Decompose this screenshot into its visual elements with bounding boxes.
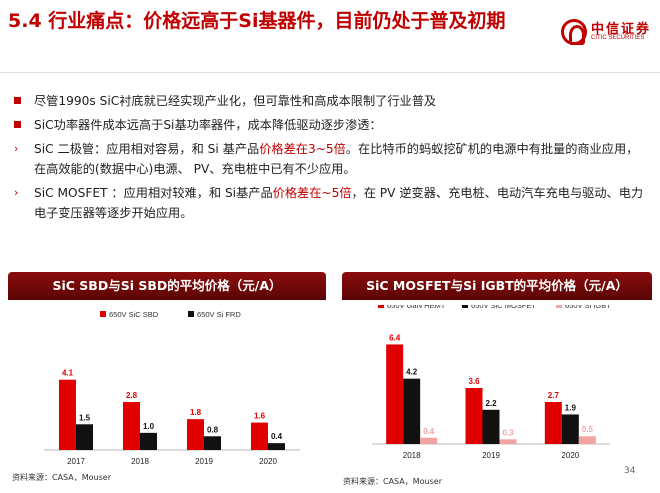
legend-swatch	[100, 311, 106, 317]
bullet-list: 尽管1990s SiC衬底就已经实现产业化，但可靠性和高成本限制了行业普及 SiC…	[10, 91, 650, 227]
x-tick-label: 2017	[67, 457, 85, 466]
bar	[578, 436, 596, 444]
chart-1-source: 资料来源：CASA，Mouser	[12, 473, 112, 482]
bar	[123, 402, 140, 450]
chevron-right-icon: ›	[14, 142, 19, 155]
legend-label: 650V GaN HEMT	[387, 305, 446, 310]
bar	[403, 378, 421, 444]
chart-2-title: SiC MOSFET与Si IGBT的平均价格（元/A）	[342, 272, 652, 300]
bar	[386, 344, 404, 444]
bullet-text: 。在比特币的蚂蚁挖矿机的电源中有批量的商业应用，在高效能的(数据中心)电源、 P…	[34, 142, 639, 176]
bar	[268, 443, 285, 450]
chart-1-title: SiC SBD与Si SBD的平均价格（元/A）	[8, 272, 326, 300]
data-label: 1.0	[143, 422, 155, 431]
data-label: 2.8	[126, 391, 138, 400]
legend-swatch	[462, 305, 468, 308]
data-label: 1.8	[190, 408, 202, 417]
data-label: 1.6	[254, 412, 266, 421]
bullet-text: SiC 二极管：应用相对容易，和 Si 基产品	[34, 142, 260, 156]
legend-label: 650V Si IGBT	[565, 305, 611, 310]
logo-cn-text: 中信证券	[591, 22, 652, 37]
bar	[544, 402, 562, 444]
bar	[251, 422, 268, 450]
bar	[499, 439, 517, 444]
data-label: 0.8	[207, 425, 219, 434]
legend-swatch	[556, 305, 562, 308]
x-tick-label: 2019	[482, 451, 500, 460]
bullet-text: SiC功率器件成本远高于Si基功率器件，成本降低驱动逐步渗透：	[34, 118, 382, 132]
citic-logo-icon	[561, 19, 587, 45]
square-bullet-icon	[14, 97, 21, 104]
chevron-right-icon: ›	[14, 186, 19, 199]
square-bullet-icon	[14, 121, 21, 128]
bullet-item: SiC功率器件成本远高于Si基功率器件，成本降低驱动逐步渗透：	[10, 115, 650, 135]
sbd-price-chart: 650V SiC SBD 650V Si FRD 4.1 1.5 2017 2.8 1.0 2…	[44, 310, 300, 466]
data-label: 0.4	[423, 427, 435, 436]
bar	[76, 424, 93, 450]
legend-label: 650V SiC MOSFET	[471, 305, 536, 310]
x-tick-label: 2018	[131, 457, 149, 466]
x-tick-label: 2019	[195, 457, 213, 466]
logo-en-text: CITIC SECURITIES	[591, 35, 645, 41]
chart-2-source: 资料来源：CASA，Mouser	[343, 477, 443, 486]
highlight-text: 价格差在~5倍	[272, 186, 352, 200]
bullet-item: › SiC MOSFET ：应用相对较难，和 Si基产品价格差在~5倍，在 PV …	[10, 183, 650, 223]
legend-label: 650V Si FRD	[197, 310, 241, 319]
data-label: 1.5	[79, 413, 91, 422]
bar	[561, 414, 579, 444]
bar	[140, 432, 157, 450]
x-tick-label: 2020	[561, 451, 579, 460]
legend-swatch	[188, 311, 194, 317]
data-label: 0.5	[582, 425, 594, 434]
bar	[420, 437, 438, 444]
x-tick-label: 2018	[403, 451, 421, 460]
legend-label: 650V SiC SBD	[109, 310, 159, 319]
bullet-item: › SiC 二极管：应用相对容易，和 Si 基产品价格差在3~5倍。在比特币的蚂蚁…	[10, 139, 650, 179]
bullet-text: ，在 PV 逆变器、充电桩、电动汽车充电与驱动、电力电子变压器等逐步开始应用。	[34, 186, 644, 220]
data-label: 2.2	[485, 399, 497, 408]
mosfet-price-chart: 650V GaN HEMT 650V SiC MOSFET 650V Si IGBT…	[372, 305, 611, 460]
bullet-text: SiC MOSFET ：应用相对较难，和 Si基产品	[34, 186, 273, 200]
x-tick-label: 2020	[259, 457, 277, 466]
data-label: 0.4	[271, 432, 283, 441]
data-label: 2.7	[548, 391, 560, 400]
company-logo: 中信证券 CITIC SECURITIES	[561, 18, 657, 48]
data-label: 3.6	[468, 377, 480, 386]
bar	[59, 379, 76, 450]
bullet-item: 尽管1990s SiC衬底就已经实现产业化，但可靠性和高成本限制了行业普及	[10, 91, 650, 111]
data-label: 1.9	[565, 403, 577, 412]
bullet-text: 尽管1990s SiC衬底就已经实现产业化，但可靠性和高成本限制了行业普及	[34, 94, 437, 108]
bar	[482, 409, 500, 444]
data-label: 4.2	[406, 368, 418, 377]
data-label: 0.3	[502, 428, 514, 437]
bar	[187, 419, 204, 450]
highlight-text: 价格差在3~5倍	[259, 142, 346, 156]
title-divider	[0, 72, 660, 73]
bar	[204, 436, 221, 450]
page-title: 5.4 行业痛点：价格远高于Si基器件，目前仍处于普及初期	[8, 10, 506, 32]
data-label: 6.4	[389, 333, 401, 342]
bar	[465, 388, 483, 444]
page-number: 34	[624, 466, 636, 476]
data-label: 4.1	[62, 369, 74, 378]
legend-swatch	[378, 305, 384, 308]
